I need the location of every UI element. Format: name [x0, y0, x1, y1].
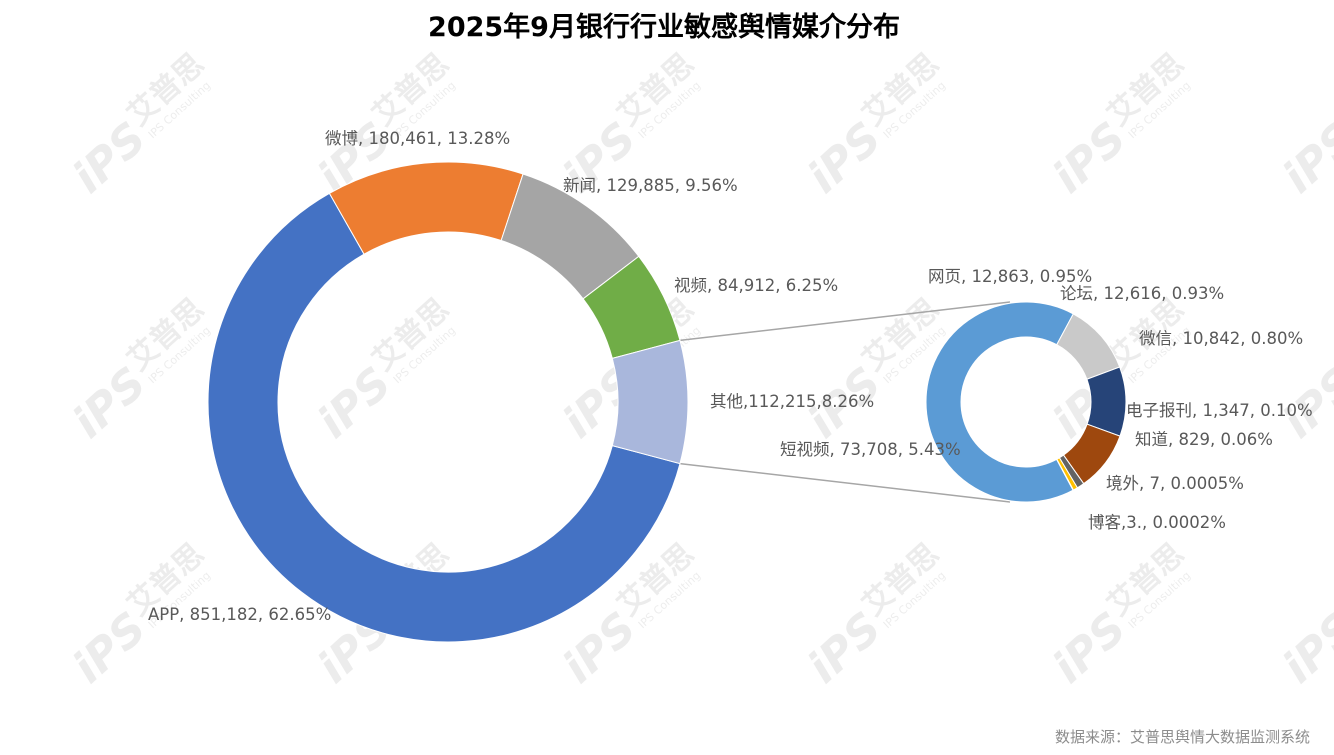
data-label-知道: 知道, 829, 0.06%: [1135, 430, 1273, 449]
source-note: 数据来源：艾普思舆情大数据监测系统: [1055, 728, 1310, 746]
connector-lines: [679, 301, 1011, 503]
sub-slice-博客: [1055, 458, 1074, 491]
data-label-APP: APP, 851,182, 62.65%: [148, 605, 331, 624]
data-labels: APP, 851,182, 62.65% 微博, 180,461, 13.28% 新…: [148, 129, 1313, 624]
data-label-论坛: 论坛, 12,616, 0.93%: [1060, 284, 1224, 303]
data-label-境外: 境外, 7, 0.0005%: [1106, 474, 1244, 493]
data-label-视频: 视频, 84,912, 6.25%: [674, 276, 838, 295]
data-label-新闻: 新闻, 129,885, 9.56%: [563, 176, 738, 195]
data-label-短视频: 短视频, 73,708, 5.43%: [780, 440, 961, 459]
data-label-网页: 网页, 12,863, 0.95%: [928, 267, 1092, 286]
slice-其他: [611, 339, 689, 465]
sub-slice-短视频: [925, 301, 1074, 503]
data-label-博客: 博客,3., 0.0002%: [1088, 513, 1226, 532]
watermark-logo: iPS: [1273, 603, 1334, 694]
chart-title: 2025年9月银行行业敏感舆情媒介分布: [428, 11, 900, 43]
secondary-donut: [925, 301, 1127, 503]
data-label-电子报刊: 电子报刊, 1,347, 0.10%: [1126, 401, 1313, 420]
primary-donut: [207, 161, 689, 643]
connector-bottom: [679, 462, 1011, 503]
connector-top: [679, 301, 1011, 342]
data-label-微信: 微信, 10,842, 0.80%: [1139, 329, 1303, 348]
slice-APP: [207, 192, 681, 643]
watermark-logo: iPS: [1273, 113, 1334, 204]
data-label-其他: 其他,112,215,8.26%: [710, 392, 874, 411]
data-label-微博: 微博, 180,461, 13.28%: [325, 129, 510, 148]
